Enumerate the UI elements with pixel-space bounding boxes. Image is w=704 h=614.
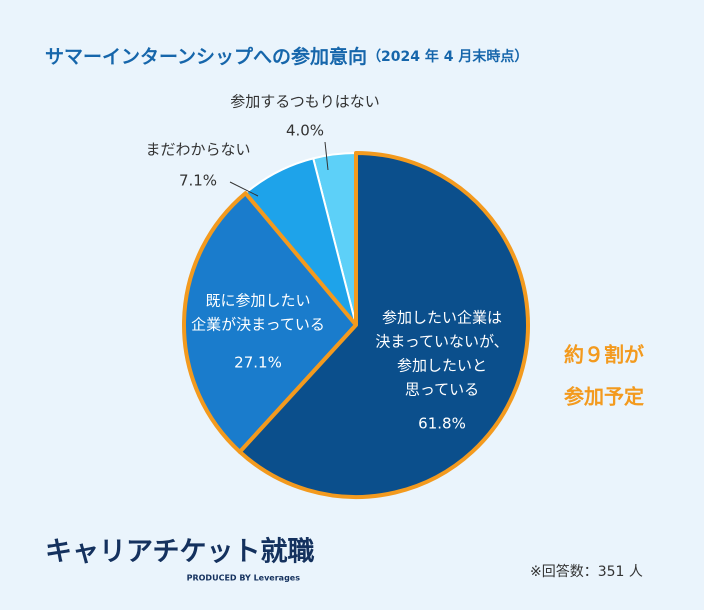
- leader-line: [229, 181, 259, 197]
- chart-title: サマーインターンシップへの参加意向（2024 年 4 月末時点）: [45, 45, 528, 68]
- slice-label: 参加したい企業は: [382, 309, 502, 327]
- note: ※回答数：351 人: [530, 563, 643, 580]
- value-label: 27.1%: [234, 354, 282, 372]
- value-label: 61.8%: [418, 415, 466, 433]
- slice-label: 参加するつもりはない: [230, 93, 379, 111]
- slice-label: 思っている: [405, 381, 479, 399]
- pie-slice: [182, 191, 358, 454]
- slice-label: まだわからない: [145, 141, 250, 159]
- leader-line: [324, 141, 329, 171]
- value-label: 7.1%: [179, 172, 217, 190]
- title: サマーインターンシップへの参加意向: [45, 45, 367, 68]
- slice-label: 企業が決まっている: [191, 316, 325, 334]
- annotation: 約９割が: [564, 343, 644, 367]
- pie: [182, 151, 530, 499]
- slice-label: 決まっていないが、: [375, 333, 508, 351]
- pie-slice: [237, 151, 530, 499]
- value-label: 4.0%: [286, 122, 324, 140]
- logo-sub: PRODUCED BY Leverages: [187, 574, 301, 583]
- slice-label: 参加したいと: [397, 357, 487, 375]
- slice-label: 既に参加したい: [205, 292, 310, 310]
- subtitle: （2024 年 4 月末時点）: [367, 48, 528, 65]
- annotation: 参加予定: [564, 385, 644, 409]
- logo: キャリアチケット就職: [45, 537, 314, 568]
